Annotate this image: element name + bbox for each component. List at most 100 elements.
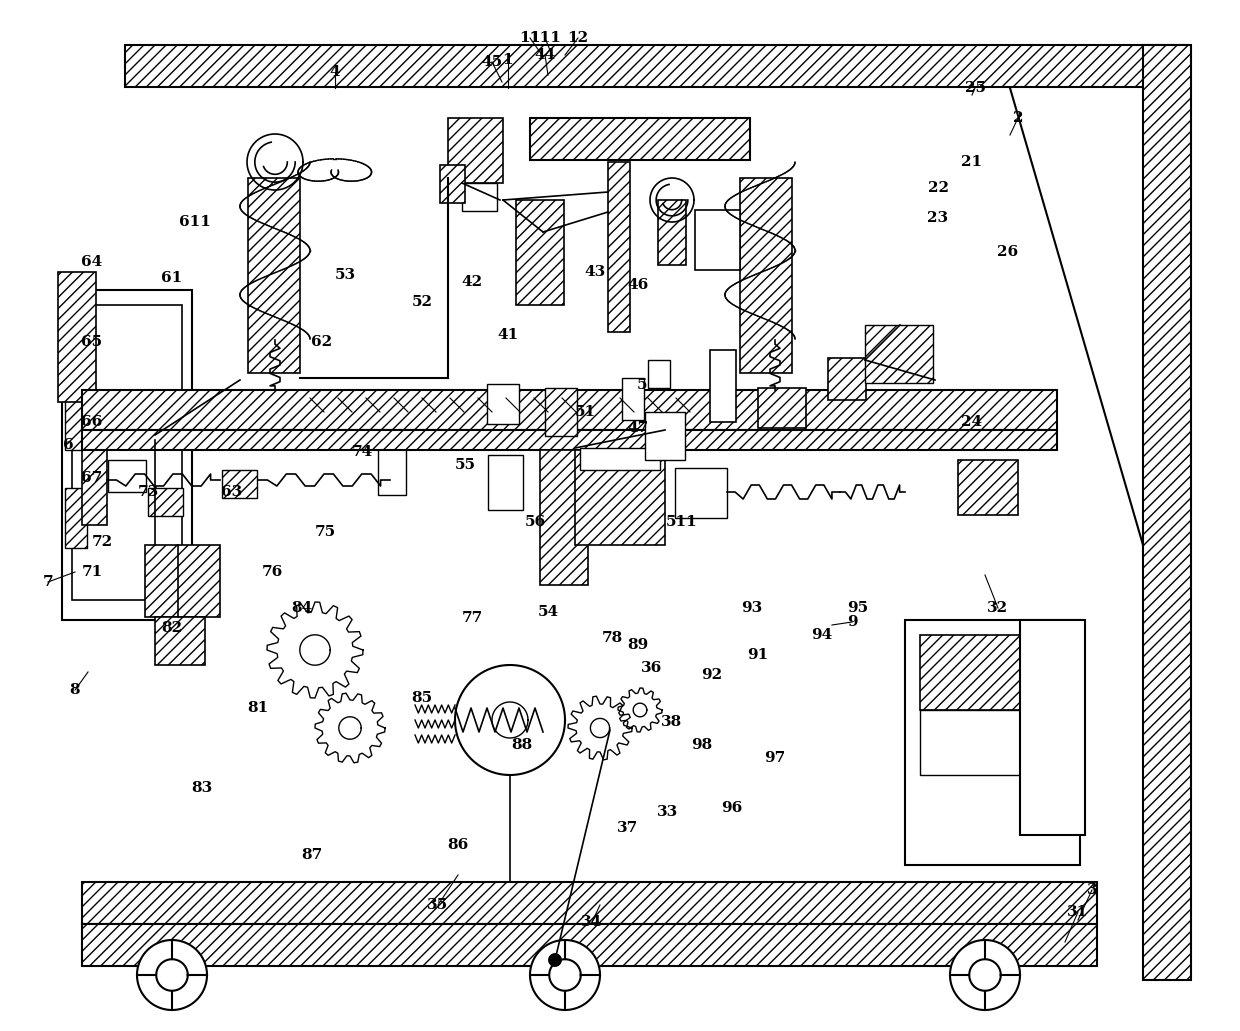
Text: 54: 54 bbox=[537, 605, 558, 619]
Bar bbox=[649, 360, 670, 388]
Text: 33: 33 bbox=[657, 805, 678, 819]
Text: 98: 98 bbox=[692, 738, 713, 752]
Text: 62: 62 bbox=[311, 335, 332, 350]
Bar bbox=[711, 350, 737, 422]
Bar bbox=[64, 390, 87, 450]
Polygon shape bbox=[136, 940, 207, 1010]
Text: 78: 78 bbox=[601, 631, 622, 645]
Polygon shape bbox=[529, 940, 600, 1010]
Text: 95: 95 bbox=[847, 601, 868, 616]
Text: 44: 44 bbox=[534, 48, 556, 62]
Bar bbox=[580, 448, 660, 470]
Text: 83: 83 bbox=[191, 781, 212, 795]
Text: 21: 21 bbox=[961, 155, 982, 169]
Bar bbox=[546, 388, 577, 436]
Text: 82: 82 bbox=[161, 621, 182, 635]
Bar bbox=[58, 272, 95, 402]
Text: 37: 37 bbox=[618, 821, 639, 835]
Bar bbox=[64, 488, 87, 548]
Text: 7: 7 bbox=[42, 575, 53, 589]
Text: 64: 64 bbox=[82, 255, 103, 269]
Text: 61: 61 bbox=[161, 271, 182, 285]
Text: 66: 66 bbox=[82, 415, 103, 429]
Text: 12: 12 bbox=[568, 31, 589, 45]
Polygon shape bbox=[549, 954, 560, 966]
Bar bbox=[62, 290, 192, 620]
Polygon shape bbox=[549, 959, 580, 991]
Text: 56: 56 bbox=[525, 516, 546, 529]
Text: 72: 72 bbox=[92, 535, 113, 548]
Polygon shape bbox=[950, 940, 1021, 1010]
Polygon shape bbox=[970, 959, 1001, 991]
Text: 84: 84 bbox=[291, 601, 312, 616]
Bar bbox=[145, 545, 219, 617]
Bar bbox=[539, 450, 588, 585]
Text: 47: 47 bbox=[627, 421, 649, 435]
Bar bbox=[920, 710, 1040, 775]
Text: 111: 111 bbox=[529, 31, 560, 45]
Text: 51: 51 bbox=[574, 405, 595, 419]
Text: 22: 22 bbox=[928, 181, 949, 195]
Text: 71: 71 bbox=[82, 565, 103, 579]
Text: 52: 52 bbox=[412, 295, 433, 309]
Text: 6: 6 bbox=[63, 438, 73, 452]
Text: 1: 1 bbox=[502, 53, 513, 67]
Text: 73: 73 bbox=[138, 485, 159, 499]
Text: 11: 11 bbox=[520, 31, 541, 45]
Text: 77: 77 bbox=[461, 611, 482, 625]
Text: 86: 86 bbox=[448, 838, 469, 852]
Text: 65: 65 bbox=[82, 335, 103, 350]
Text: 42: 42 bbox=[461, 275, 482, 289]
Polygon shape bbox=[492, 702, 528, 738]
Polygon shape bbox=[156, 959, 187, 991]
Bar bbox=[866, 325, 932, 383]
Bar bbox=[959, 460, 1018, 516]
Bar bbox=[248, 178, 300, 373]
Text: 511: 511 bbox=[666, 516, 698, 529]
Bar bbox=[529, 118, 750, 160]
Text: 46: 46 bbox=[627, 278, 649, 292]
Bar bbox=[575, 450, 665, 545]
Bar bbox=[378, 440, 405, 495]
Text: 611: 611 bbox=[179, 215, 211, 229]
Text: 55: 55 bbox=[455, 458, 475, 472]
Bar bbox=[82, 430, 1056, 450]
Text: 43: 43 bbox=[584, 265, 605, 279]
Bar bbox=[108, 460, 146, 492]
Bar bbox=[740, 178, 792, 373]
Text: 88: 88 bbox=[511, 738, 533, 752]
Bar bbox=[82, 882, 1097, 924]
Bar bbox=[622, 378, 644, 420]
Bar bbox=[82, 924, 1097, 966]
Bar bbox=[155, 617, 205, 665]
Bar bbox=[440, 165, 465, 203]
Bar bbox=[828, 358, 866, 400]
Text: 53: 53 bbox=[335, 268, 356, 282]
Text: 23: 23 bbox=[928, 211, 949, 225]
Bar bbox=[448, 118, 503, 182]
Text: 34: 34 bbox=[582, 914, 603, 929]
Text: 45: 45 bbox=[481, 55, 502, 69]
Bar bbox=[675, 468, 727, 518]
Text: 75: 75 bbox=[315, 525, 336, 539]
Text: 31: 31 bbox=[1068, 905, 1089, 919]
Bar bbox=[1021, 620, 1085, 835]
Text: 8: 8 bbox=[69, 683, 81, 697]
Text: 67: 67 bbox=[82, 471, 103, 485]
Bar bbox=[487, 384, 520, 424]
Bar bbox=[222, 470, 257, 498]
Text: 36: 36 bbox=[641, 661, 662, 675]
Text: 91: 91 bbox=[748, 648, 769, 662]
Text: 96: 96 bbox=[722, 801, 743, 814]
Bar bbox=[148, 488, 184, 516]
Text: 92: 92 bbox=[702, 668, 723, 681]
Text: 32: 32 bbox=[987, 601, 1008, 616]
Text: 63: 63 bbox=[222, 485, 243, 499]
Text: 76: 76 bbox=[262, 565, 283, 579]
Text: 93: 93 bbox=[742, 601, 763, 616]
Bar bbox=[463, 182, 497, 211]
Text: 5: 5 bbox=[637, 378, 647, 392]
Text: 25: 25 bbox=[965, 81, 986, 95]
Bar bbox=[489, 455, 523, 510]
Text: 81: 81 bbox=[247, 701, 269, 716]
